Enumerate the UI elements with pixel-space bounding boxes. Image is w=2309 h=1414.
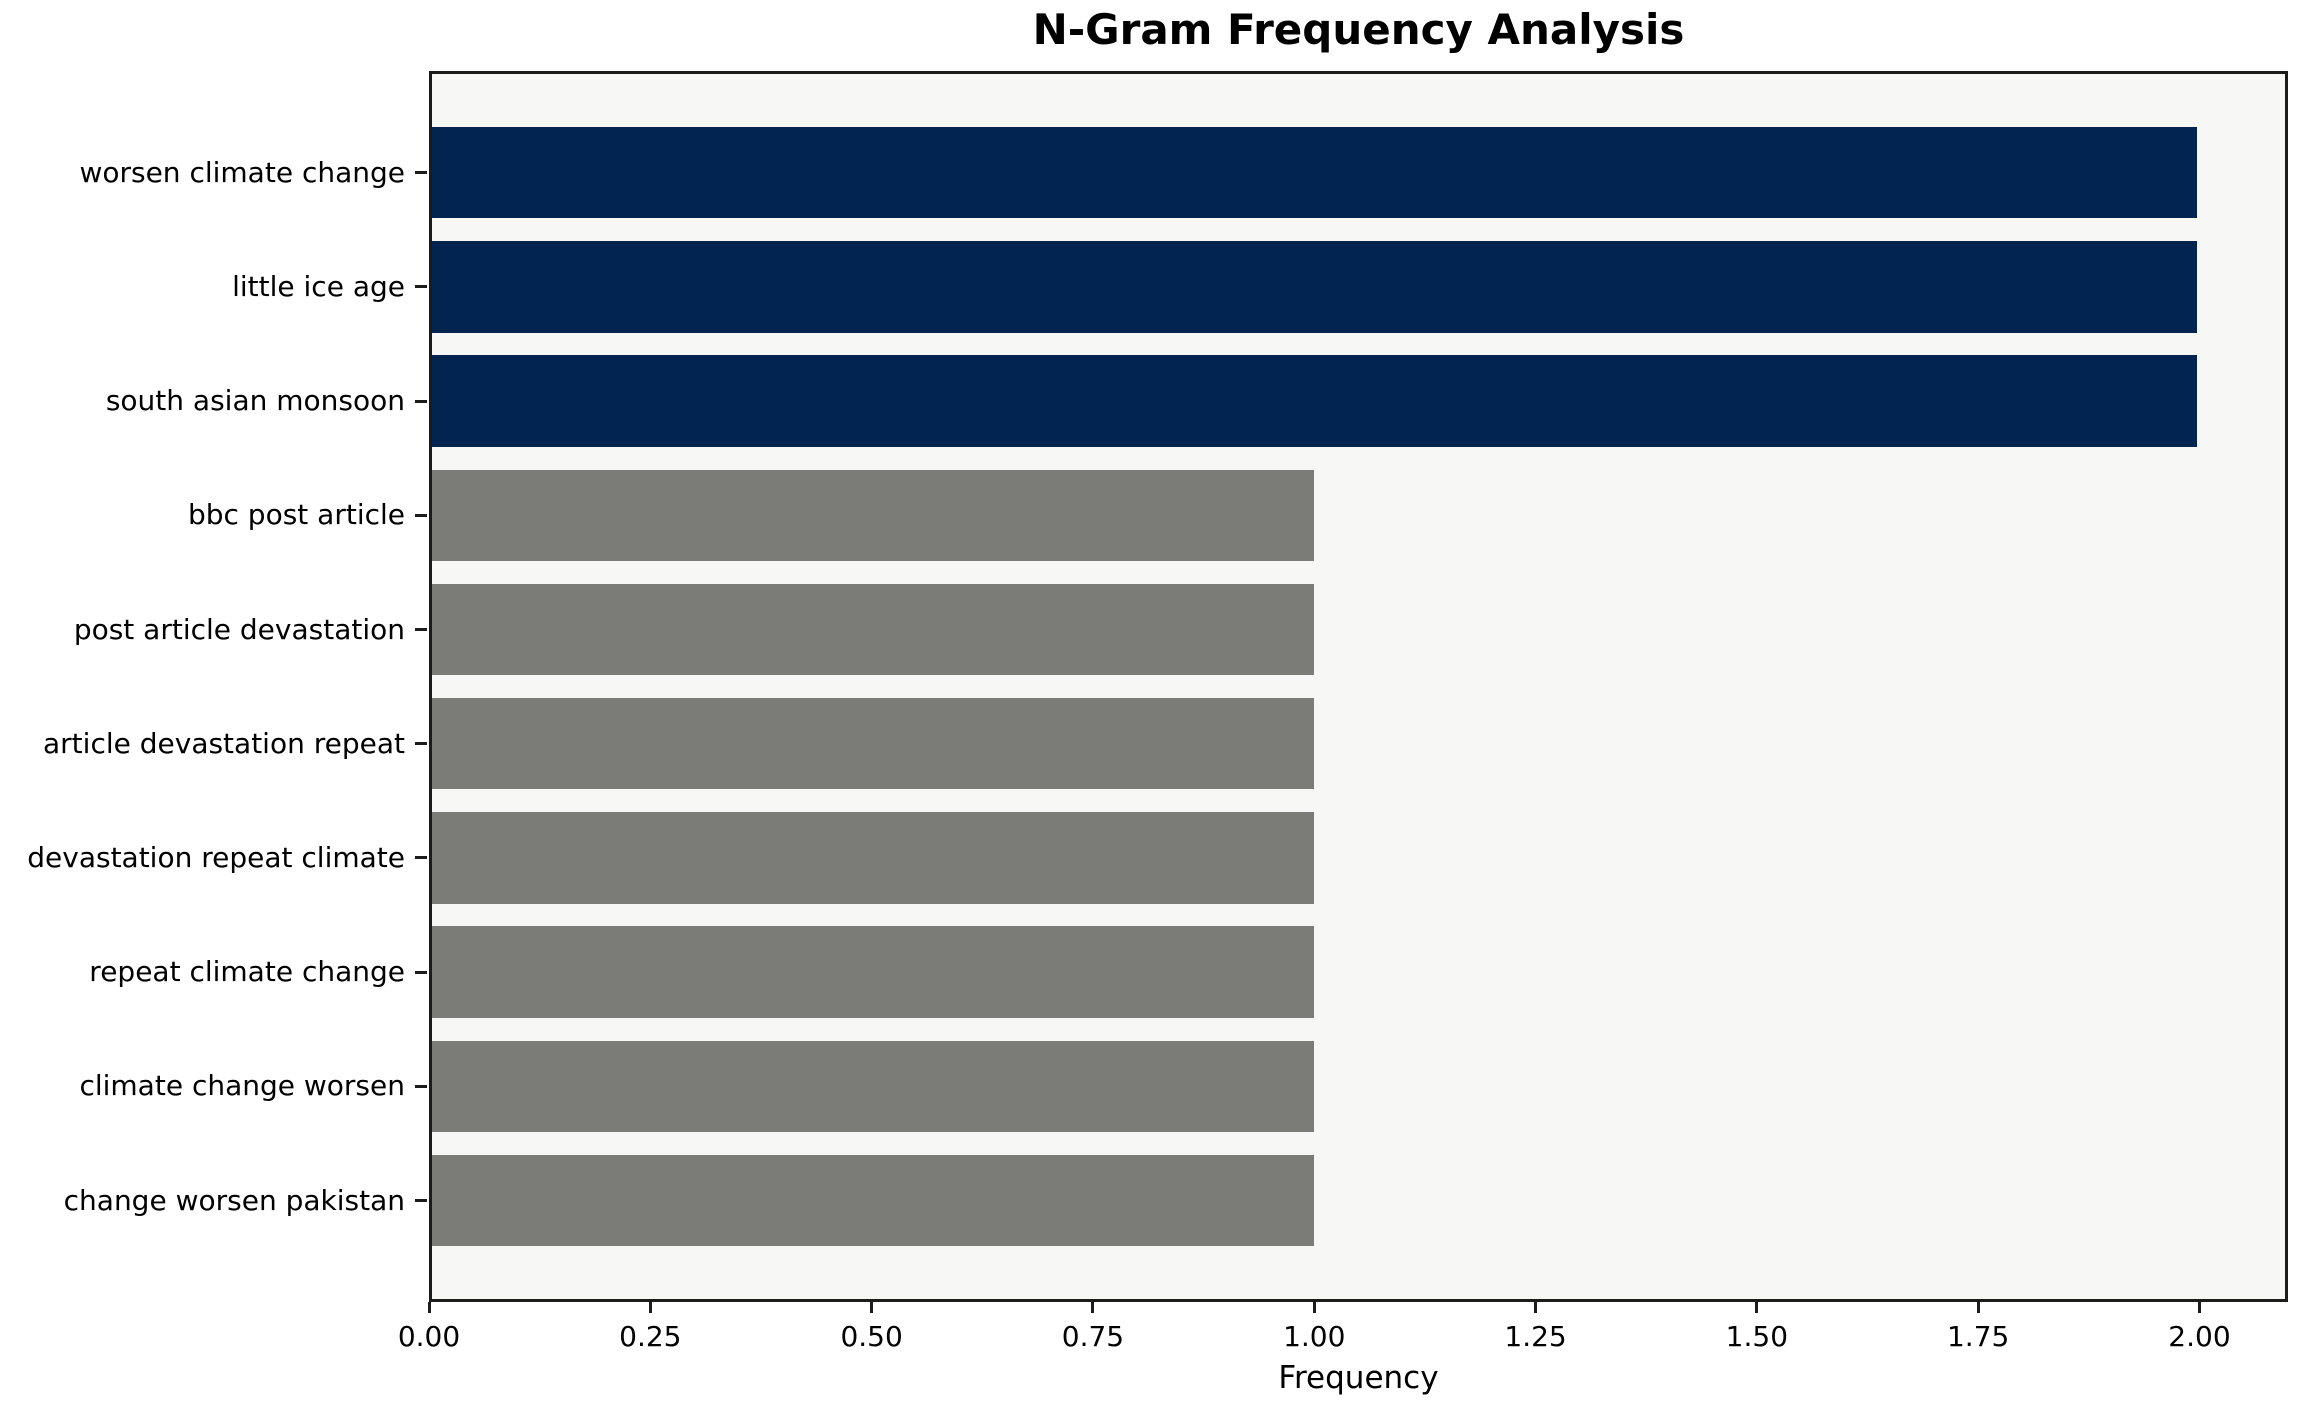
x-tick-label: 1.00 bbox=[1283, 1320, 1346, 1353]
y-tick-mark bbox=[415, 285, 427, 289]
x-tick-mark bbox=[1312, 1302, 1316, 1313]
y-tick-mark bbox=[415, 856, 427, 860]
bar bbox=[432, 1154, 1315, 1247]
x-tick-mark bbox=[648, 1302, 652, 1313]
y-tick-label: climate change worsen bbox=[79, 1069, 405, 1103]
x-tick-mark bbox=[870, 1302, 874, 1313]
y-tick-label: post article devastation bbox=[73, 612, 405, 646]
y-tick-mark bbox=[415, 1199, 427, 1202]
y-tick-label: article devastation repeat bbox=[43, 726, 405, 760]
bar bbox=[432, 355, 2197, 447]
x-tick-label: 0.75 bbox=[1061, 1320, 1125, 1353]
bar bbox=[432, 241, 2197, 333]
plot-area bbox=[429, 71, 2288, 1302]
bar bbox=[432, 469, 1315, 561]
y-tick-mark bbox=[415, 970, 427, 974]
bar bbox=[432, 1040, 1315, 1132]
x-tick-mark bbox=[1091, 1302, 1095, 1313]
y-tick-mark bbox=[415, 171, 427, 175]
x-tick-mark bbox=[1976, 1302, 1980, 1313]
y-tick-label: devastation repeat climate bbox=[27, 840, 405, 874]
x-tick-label: 1.50 bbox=[1725, 1320, 1789, 1353]
x-tick-mark bbox=[427, 1302, 431, 1313]
x-tick-label: 0.25 bbox=[619, 1320, 682, 1353]
y-tick-label: bbc post article bbox=[187, 498, 405, 532]
y-tick-label: repeat climate change bbox=[89, 955, 405, 989]
y-tick-mark bbox=[415, 628, 427, 631]
bar bbox=[432, 127, 2197, 219]
x-tick-label: 2.00 bbox=[2168, 1320, 2231, 1353]
y-tick-label: change worsen pakistan bbox=[63, 1183, 405, 1217]
bar bbox=[432, 583, 1315, 676]
x-tick-mark bbox=[1755, 1302, 1759, 1313]
y-tick-label: worsen climate change bbox=[79, 155, 405, 189]
bar bbox=[432, 698, 1315, 790]
x-tick-label: 0.50 bbox=[840, 1320, 903, 1353]
y-tick-mark bbox=[415, 399, 427, 403]
x-tick-label: 1.25 bbox=[1504, 1320, 1567, 1353]
x-axis-label: Frequency bbox=[1278, 1360, 1439, 1396]
y-tick-label: little ice age bbox=[232, 269, 405, 303]
y-tick-mark bbox=[415, 513, 427, 517]
x-tick-mark bbox=[1534, 1302, 1538, 1313]
bar bbox=[432, 812, 1315, 904]
bar bbox=[432, 926, 1315, 1018]
x-tick-label: 0.00 bbox=[397, 1320, 461, 1353]
y-tick-mark bbox=[415, 742, 427, 746]
chart-title: N-Gram Frequency Analysis bbox=[1032, 5, 1685, 54]
y-tick-label: south asian monsoon bbox=[105, 384, 405, 418]
y-tick-mark bbox=[415, 1084, 427, 1088]
x-tick-label: 1.75 bbox=[1946, 1320, 2010, 1353]
x-tick-mark bbox=[2197, 1302, 2201, 1313]
